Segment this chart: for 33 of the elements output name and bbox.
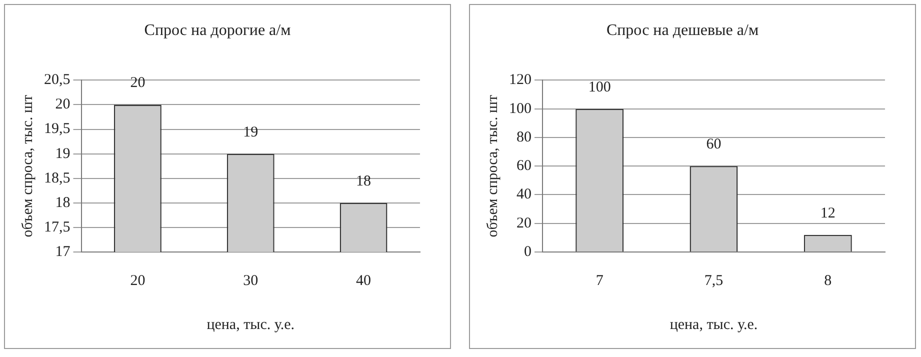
y-tick-label: 20,5 (44, 72, 70, 88)
data-label: 100 (588, 79, 611, 96)
x-tick-label: 8 (824, 272, 832, 289)
chart-title: Спрос на дорогие а/м (144, 22, 291, 39)
data-label: 20 (130, 75, 146, 92)
x-tick-label: 30 (243, 272, 258, 289)
y-tick-label: 60 (516, 158, 532, 174)
x-axis-title: цена, тыс. у.е. (670, 316, 758, 333)
y-tick-label: 19 (55, 146, 70, 162)
y-tick-label: 20 (516, 215, 532, 232)
y-tick-label: 17 (55, 244, 71, 260)
x-tick-label: 40 (356, 272, 372, 289)
x-tick-label: 7,5 (704, 272, 724, 289)
x-tick-label: 20 (130, 272, 146, 289)
y-tick-label: 18,5 (44, 170, 70, 186)
y-tick-label: 20 (55, 96, 70, 113)
y-tick-label: 19,5 (44, 121, 70, 138)
data-label: 19 (243, 124, 258, 140)
data-label: 60 (706, 136, 722, 153)
y-axis-title: объем спроса, тыс. шт (20, 94, 36, 238)
y-tick-label: 80 (516, 129, 532, 146)
y-tick-label: 100 (509, 100, 532, 117)
y-tick-label: 40 (516, 186, 532, 203)
chart-title: Спрос на дешевые а/м (606, 22, 759, 39)
y-tick-label: 17,5 (44, 219, 70, 236)
x-axis-title: цена, тыс. у.е. (206, 316, 295, 333)
y-axis-title: объем спроса, тыс. шт (484, 94, 501, 238)
y-tick-label: 0 (524, 244, 532, 260)
y-tick-label: 120 (509, 72, 532, 88)
y-tick-label: 18 (55, 194, 70, 211)
data-label: 18 (356, 173, 372, 190)
data-label: 12 (820, 205, 836, 222)
x-tick-label: 7 (596, 272, 604, 289)
